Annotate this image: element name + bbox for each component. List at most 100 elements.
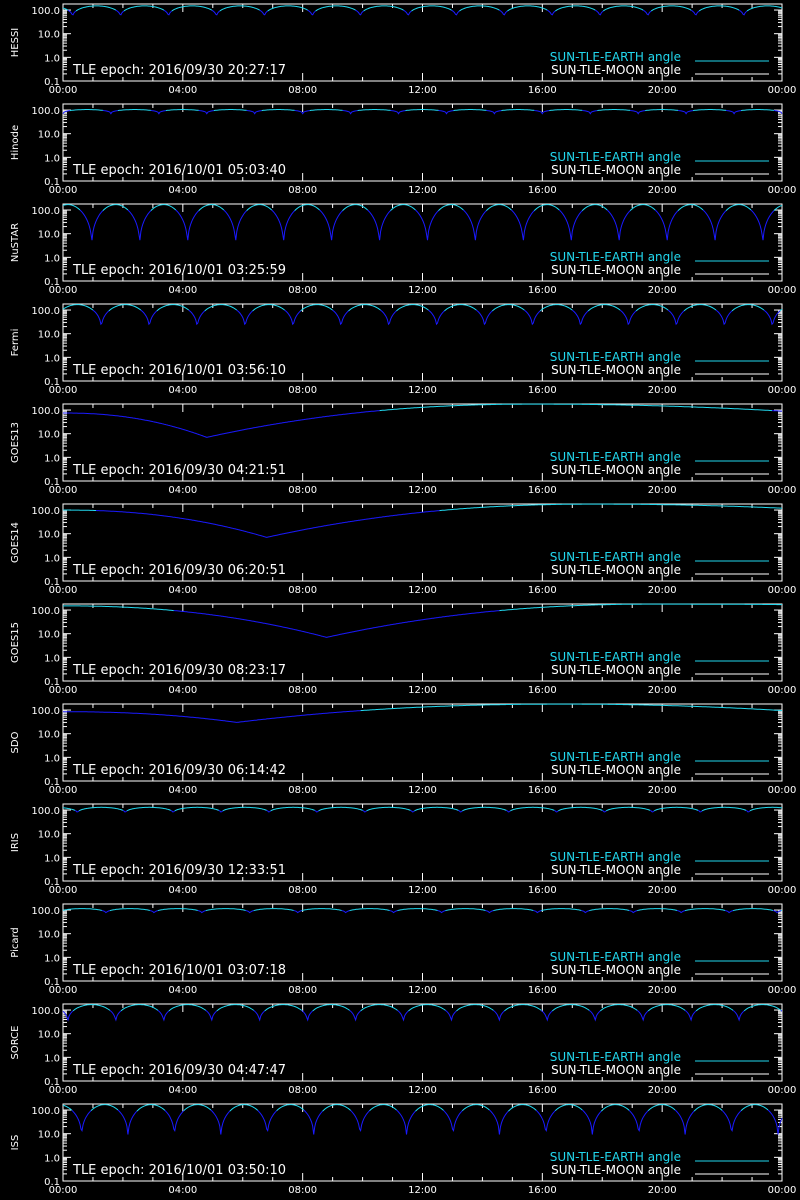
series-sun-tle-earth xyxy=(635,304,669,312)
y-tick-label: 1.0 xyxy=(44,653,60,664)
series-sun-tle-earth xyxy=(261,109,295,112)
series-sun-tle-earth xyxy=(303,1109,323,1135)
series-sun-tle-earth xyxy=(772,410,782,412)
x-tick-label: 16:00 xyxy=(528,385,557,396)
tle-epoch-label: TLE epoch: 2016/10/01 03:56:10 xyxy=(72,363,286,378)
series-sun-tle-earth xyxy=(589,908,630,912)
legend-sun-earth-label: SUN-TLE-EARTH angle xyxy=(550,150,681,164)
y-tick-label: 100.0 xyxy=(31,906,60,917)
series-sun-tle-earth xyxy=(315,5,356,12)
y-axis-label: Hinode xyxy=(10,125,21,160)
series-sun-tle-earth xyxy=(702,209,727,241)
x-tick-label: 04:00 xyxy=(168,985,197,996)
x-tick-label: 04:00 xyxy=(168,85,197,96)
series-sun-tle-earth xyxy=(438,204,464,211)
series-sun-tle-earth xyxy=(366,806,411,812)
y-tick-label: 1.0 xyxy=(44,753,60,764)
series-sun-tle-earth xyxy=(175,209,200,241)
series-sun-tle-earth xyxy=(109,908,151,912)
series-sun-tle-earth xyxy=(204,304,238,312)
series-sun-tle-earth xyxy=(698,5,740,12)
series-sun-tle-earth xyxy=(540,1010,553,1022)
series-sun-tle-earth xyxy=(693,1104,723,1112)
x-tick-label: 00:00 xyxy=(768,885,797,896)
series-sun-tle-earth xyxy=(307,9,316,16)
x-tick-label: 12:00 xyxy=(408,85,437,96)
series-sun-tle-earth xyxy=(554,809,559,813)
x-tick-label: 12:00 xyxy=(408,885,437,896)
series-sun-tle-earth xyxy=(701,806,747,812)
series-sun-tle-earth xyxy=(684,908,726,912)
x-tick-label: 00:00 xyxy=(768,685,797,696)
series-sun-tle-earth xyxy=(745,809,751,813)
series-sun-tle-earth xyxy=(506,809,511,813)
series-sun-tle-earth xyxy=(318,806,363,812)
series-sun-tle-earth xyxy=(211,9,221,16)
series-sun-tle-earth xyxy=(602,5,644,12)
series-sun-tle-earth xyxy=(357,109,391,112)
tle-epoch-label: TLE epoch: 2016/10/01 03:25:59 xyxy=(72,263,286,278)
series-sun-tle-earth xyxy=(115,9,125,16)
series-sun-tle-earth xyxy=(183,1104,212,1111)
x-tick-label: 04:00 xyxy=(168,1085,197,1096)
series-sun-tle-earth xyxy=(499,9,508,16)
series-sun-tle-earth xyxy=(780,1010,783,1012)
x-tick-label: 08:00 xyxy=(288,985,317,996)
x-tick-label: 00:00 xyxy=(49,685,78,696)
series-sun-tle-earth xyxy=(389,910,398,914)
series-sun-tle-earth xyxy=(322,1104,351,1112)
series-sun-tle-earth xyxy=(390,204,416,211)
legend-sun-earth-label: SUN-TLE-EARTH angle xyxy=(550,750,681,764)
legend-sun-earth-label: SUN-TLE-EARTH angle xyxy=(550,650,681,664)
series-sun-tle-earth xyxy=(501,109,535,112)
series-sun-tle-earth xyxy=(492,304,525,312)
panel-sdo: 0.1 1.0 10.0 100.0 00:00 04:00 08:00 12:00 16:00… xyxy=(10,703,796,796)
series-sun-tle-earth xyxy=(63,410,380,438)
y-tick-label: 0.1 xyxy=(44,877,60,888)
y-axis-label: IRIS xyxy=(10,833,21,852)
legend-sun-earth-label: SUN-TLE-EARTH angle xyxy=(550,50,681,64)
series-sun-tle-earth xyxy=(362,809,367,813)
tle-epoch-label: TLE epoch: 2016/10/01 05:03:40 xyxy=(72,163,286,178)
series-sun-tle-earth xyxy=(74,809,80,813)
x-tick-label: 12:00 xyxy=(408,985,437,996)
series-sun-tle-earth xyxy=(600,1104,630,1112)
y-axis-label: Picard xyxy=(10,927,21,958)
x-tick-label: 00:00 xyxy=(768,1185,797,1196)
y-axis-label: ISS xyxy=(10,1135,21,1151)
series-sun-tle-earth xyxy=(533,204,560,211)
panel-hinode: 0.1 1.0 10.0 100.0 00:00 04:00 08:00 12:00 16:00… xyxy=(10,103,796,196)
x-tick-label: 04:00 xyxy=(168,885,197,896)
series-sun-tle-earth xyxy=(581,910,590,914)
series-sun-tle-earth xyxy=(674,1109,695,1135)
series-sun-tle-earth xyxy=(732,908,774,912)
series-sun-tle-earth xyxy=(284,309,302,326)
series-sun-tle-earth xyxy=(725,204,752,211)
y-tick-label: 10.0 xyxy=(38,430,60,441)
y-tick-label: 1.0 xyxy=(44,953,60,964)
x-tick-label: 00:00 xyxy=(49,485,78,496)
series-sun-tle-earth xyxy=(458,809,463,813)
y-tick-label: 1.0 xyxy=(44,1053,60,1064)
series-sun-tle-earth xyxy=(205,908,246,912)
series-sun-tle-earth xyxy=(772,910,782,914)
y-tick-label: 10.0 xyxy=(38,230,60,241)
y-tick-label: 10.0 xyxy=(38,930,60,941)
series-sun-tle-earth xyxy=(90,1104,119,1111)
legend-sun-moon-label: SUN-TLE-MOON angle xyxy=(551,963,681,977)
series-sun-tle-earth xyxy=(571,309,589,326)
series-sun-tle-earth xyxy=(342,109,358,115)
series-sun-tle-earth xyxy=(62,204,81,211)
x-tick-label: 08:00 xyxy=(288,685,317,696)
series-sun-tle-earth xyxy=(439,503,783,512)
x-tick-label: 00:00 xyxy=(768,585,797,596)
series-sun-tle-earth xyxy=(95,510,440,538)
x-tick-label: 00:00 xyxy=(768,485,797,496)
series-sun-tle-earth xyxy=(693,109,727,112)
x-tick-label: 20:00 xyxy=(648,585,677,596)
x-tick-label: 20:00 xyxy=(648,985,677,996)
x-tick-label: 20:00 xyxy=(648,185,677,196)
y-tick-label: 1.0 xyxy=(44,553,60,564)
series-sun-tle-earth xyxy=(476,309,493,326)
